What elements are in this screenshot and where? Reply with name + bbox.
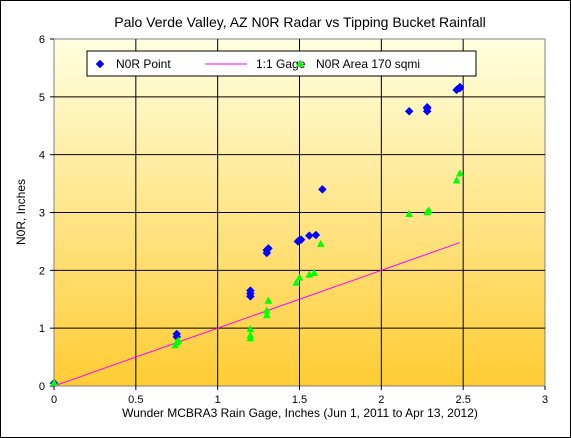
legend-marker: [95, 59, 105, 69]
data-point: [311, 230, 321, 240]
x-tick-label: 3: [542, 394, 548, 406]
data-point: [174, 336, 183, 344]
y-tick-label: 1: [39, 323, 45, 335]
data-point: [172, 329, 182, 339]
data-point: [246, 286, 255, 295]
series-layer: [49, 82, 465, 388]
data-point: [304, 231, 314, 240]
y-tick-label: 2: [39, 265, 45, 277]
y-tick-label: 4: [39, 150, 45, 162]
series-1-1-gage: [53, 242, 461, 387]
series-n0r-point: [49, 82, 465, 388]
data-point: [455, 82, 465, 92]
chart-title: Palo Verde Valley, AZ N0R Radar vs Tippi…: [114, 14, 485, 30]
data-point: [310, 268, 319, 276]
data-point: [405, 209, 414, 217]
y-tick-label: 0: [39, 381, 45, 393]
data-point: [296, 235, 306, 245]
y-tick-label: 6: [39, 34, 45, 46]
y-axis-label: N0R, Inches: [14, 179, 28, 245]
legend-box: [86, 50, 477, 77]
data-point: [264, 296, 273, 304]
data-point: [455, 169, 464, 177]
x-tick-label: 1.5: [292, 394, 307, 406]
data-point: [264, 244, 273, 253]
data-point: [246, 324, 255, 333]
x-tick-label: 0: [51, 394, 57, 406]
data-point: [424, 206, 433, 214]
data-point: [318, 185, 327, 194]
legend: N0R Point 1:1 Gage N0R Area 170 sqmi: [86, 50, 477, 77]
data-point: [452, 176, 461, 184]
data-point: [404, 106, 414, 116]
legend-label: N0R Area 170 sqmi: [316, 57, 420, 71]
data-point: [292, 278, 301, 286]
legend-item: N0R Area 170 sqmi: [296, 57, 420, 71]
series-line: [53, 242, 461, 387]
x-tick-label: 1: [215, 394, 221, 406]
data-point: [262, 310, 271, 319]
y-tick-label: 3: [39, 208, 45, 220]
data-point: [246, 331, 255, 339]
x-tick-label: 0.5: [128, 394, 143, 406]
x-axis-label: Wunder MCBRA3 Rain Gage, Inches (Jun 1, …: [122, 406, 478, 420]
data-point: [422, 102, 432, 112]
legend-marker: [296, 59, 304, 67]
data-point: [262, 306, 271, 314]
legend-label: 1:1 Gage: [256, 57, 306, 71]
x-tick-label: 2.5: [456, 394, 471, 406]
series-n0r-area-170-sqmi: [50, 169, 464, 386]
x-tick-label: 2: [378, 394, 384, 406]
y-tick-label: 5: [39, 92, 45, 104]
legend-item: 1:1 Gage: [205, 57, 306, 71]
data-point: [316, 239, 325, 248]
tick-labels: 0 0.5 1 1.5 2 2.5 3 0 1 2 3 4 5 6: [39, 34, 548, 406]
legend-label: N0R Point: [116, 57, 171, 71]
data-point: [295, 273, 304, 281]
legend-item: N0R Point: [95, 57, 171, 71]
data-point: [50, 378, 58, 386]
